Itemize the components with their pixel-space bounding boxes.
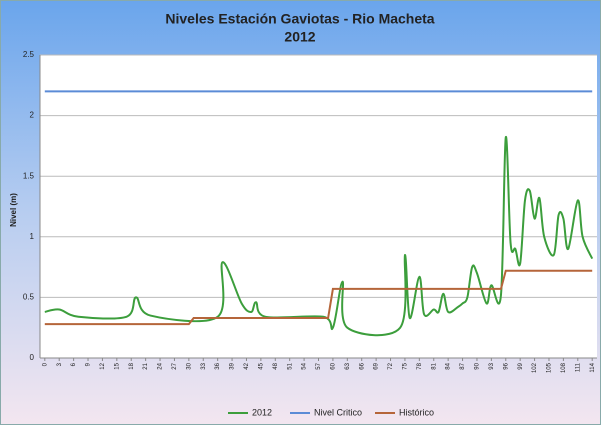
x-tick-label: 27: [172, 362, 178, 369]
x-tick-label: 51: [287, 362, 293, 369]
chart-subtitle: 2012: [284, 29, 315, 45]
x-tick-label: 0: [42, 362, 48, 366]
x-tick-label: 60: [330, 362, 336, 369]
x-tick-label: 87: [460, 362, 466, 369]
x-tick-label: 81: [431, 362, 437, 369]
x-tick-label: 84: [446, 362, 452, 369]
x-tick-label: 36: [215, 362, 221, 369]
x-tick-label: 93: [489, 362, 495, 369]
y-tick-label: 2.5: [23, 50, 35, 59]
x-tick-label: 12: [100, 362, 106, 369]
y-axis-label: Nivel (m): [9, 193, 18, 227]
x-tick-label: 114: [590, 362, 596, 372]
x-tick-label: 72: [388, 362, 394, 369]
legend-label: Nivel Critico: [314, 407, 362, 417]
x-tick-label: 108: [561, 362, 567, 373]
x-tick-label: 21: [143, 362, 149, 369]
x-tick-label: 75: [403, 362, 409, 369]
x-tick-label: 102: [532, 362, 538, 373]
x-tick-label: 30: [186, 362, 192, 369]
y-tick-label: 2: [30, 111, 35, 120]
series-line: [44, 269, 593, 326]
x-tick-label: 63: [345, 362, 351, 369]
x-tick-label: 42: [244, 362, 250, 369]
series-line: [44, 136, 594, 337]
x-tick-label: 18: [129, 362, 135, 369]
y-tick-label: 1.5: [23, 171, 35, 180]
x-tick-label: 54: [302, 362, 308, 369]
x-tick-label: 6: [71, 362, 77, 366]
y-tick-label: 0: [30, 353, 35, 362]
x-tick-label: 69: [374, 362, 380, 369]
x-tick-label: 48: [273, 362, 279, 369]
chart-title: Niveles Estación Gaviotas - Rio Macheta: [165, 11, 434, 27]
x-tick-label: 78: [417, 362, 423, 369]
legend-label: 2012: [252, 407, 272, 417]
x-tick-label: 24: [158, 362, 164, 369]
x-tick-label: 111: [575, 362, 581, 372]
plot-area: [40, 55, 597, 358]
x-tick-label: 105: [547, 362, 553, 373]
x-tick-label: 99: [518, 362, 524, 369]
x-tick-label: 33: [201, 362, 207, 369]
x-tick-label: 90: [475, 362, 481, 369]
x-tick-label: 15: [114, 362, 120, 369]
x-tick-label: 39: [230, 362, 236, 369]
x-tick-label: 96: [503, 362, 509, 369]
x-tick-label: 3: [57, 362, 63, 366]
x-tick-label: 45: [258, 362, 264, 369]
y-tick-label: 1: [30, 232, 35, 241]
x-tick-label: 9: [86, 362, 92, 366]
y-tick-label: 0.5: [23, 293, 35, 302]
x-tick-label: 66: [359, 362, 365, 369]
x-tick-label: 57: [316, 362, 322, 369]
legend-label: Histórico: [399, 407, 434, 417]
